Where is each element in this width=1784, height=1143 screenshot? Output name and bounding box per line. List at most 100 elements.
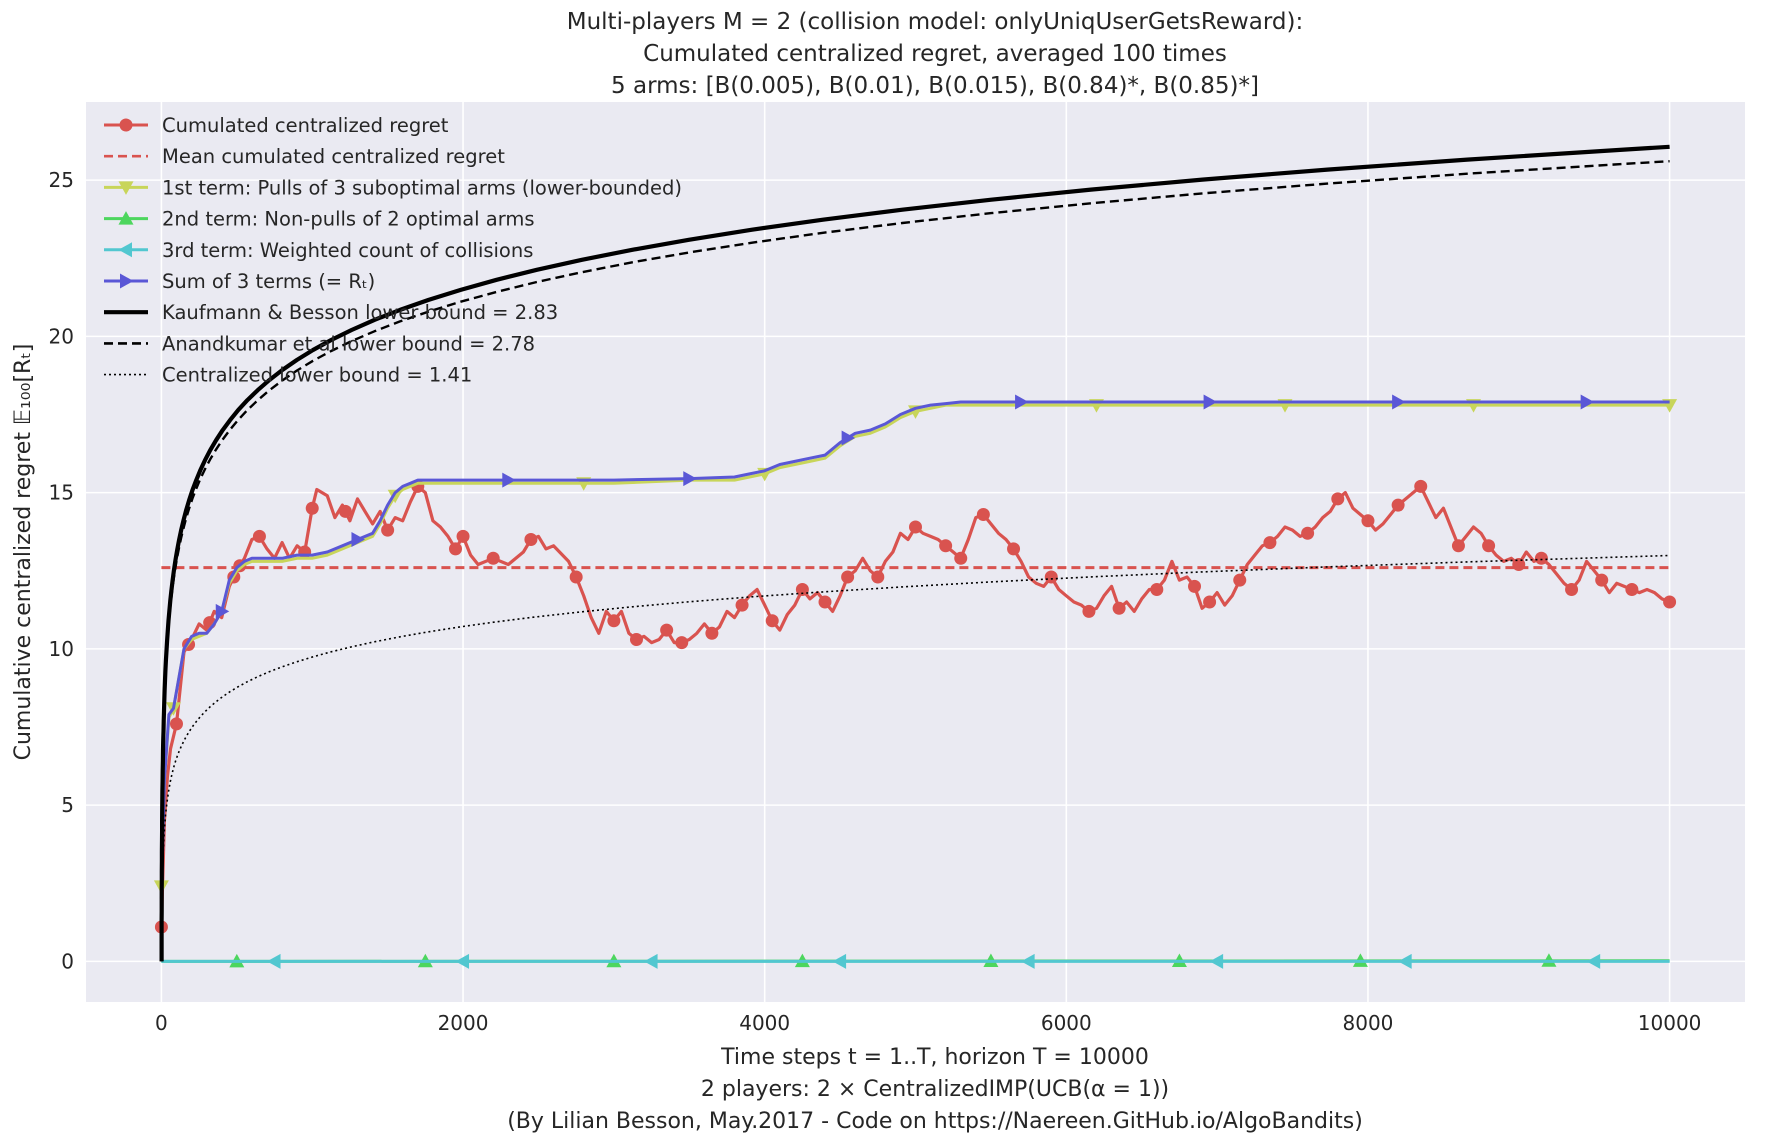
series-line [160, 554, 1670, 962]
marker-triangle-left [455, 953, 470, 969]
marker-circle [1007, 542, 1021, 556]
y-tick-label: 0 [61, 949, 74, 973]
marker-circle [1150, 583, 1164, 596]
series-6 [159, 144, 1670, 962]
series-line [160, 160, 1670, 962]
legend-entry: 1st term: Pulls of 3 suboptimal arms (lo… [104, 176, 682, 199]
x-tick-label: 10000 [1638, 1011, 1702, 1035]
marker-circle [449, 542, 463, 556]
x-axis-label-line: (By Lilian Besson, May.2017 - Code on ht… [507, 1109, 1363, 1134]
y-tick-label: 15 [49, 481, 74, 505]
marker-triangle-right [1203, 394, 1218, 410]
series-line [159, 144, 1670, 962]
marker-circle [1565, 583, 1579, 596]
marker-circle [1595, 573, 1609, 587]
y-tick-label: 25 [49, 168, 74, 192]
series-layer [153, 144, 1678, 969]
marker-triangle-right [1015, 394, 1029, 410]
marker-triangle-right [120, 273, 134, 289]
marker-circle [765, 614, 779, 628]
marker-circle [705, 626, 719, 640]
marker-triangle-right [215, 603, 230, 619]
marker-circle [976, 508, 990, 521]
marker-circle [1482, 539, 1496, 553]
legend-entry: Cumulated centralized regret [104, 114, 449, 137]
marker-circle [607, 614, 621, 628]
marker-circle [1188, 579, 1202, 593]
legend-label: Cumulated centralized regret [162, 114, 449, 137]
marker-circle [456, 529, 470, 543]
legend: Cumulated centralized regret Mean cumulat… [104, 114, 682, 387]
y-axis-label: Cumulative centralized regret 𝔼₁₀₀[Rₜ] [11, 344, 36, 761]
marker-circle [818, 595, 832, 609]
marker-circle [569, 570, 583, 584]
legend-entry: Anandkumar et al lower bound = 2.78 [104, 332, 535, 355]
legend-entry: 2nd term: Non-pulls of 2 optimal arms [104, 208, 535, 231]
marker-circle [1331, 492, 1345, 506]
marker-circle [841, 570, 855, 584]
chart-title-line: Cumulated centralized regret, averaged 1… [643, 41, 1227, 67]
series-5 [159, 394, 1670, 899]
marker-circle [660, 623, 674, 637]
marker-triangle-right [841, 430, 856, 446]
marker-triangle-left [1021, 953, 1035, 969]
marker-circle [169, 717, 183, 731]
legend-label: Centralized lower bound = 1.41 [162, 364, 472, 387]
marker-circle [1391, 498, 1405, 512]
series-7 [160, 160, 1670, 962]
marker-circle [735, 598, 749, 612]
x-tick-label: 8000 [1343, 1011, 1394, 1035]
x-tick-label: 0 [155, 1011, 168, 1035]
marker-circle [629, 633, 643, 646]
x-axis-label-line: Time steps t = 1..T, horizon T = 10000 [720, 1045, 1149, 1070]
legend-label: Anandkumar et al lower bound = 2.78 [162, 332, 535, 355]
marker-circle [524, 533, 538, 546]
y-tick-label: 10 [49, 637, 74, 661]
chart-title-line: 5 arms: [B(0.005), B(0.01), B(0.015), B(… [611, 73, 1259, 99]
marker-triangle-right [351, 532, 365, 547]
marker-triangle-left [1586, 953, 1601, 969]
marker-triangle-left [267, 953, 281, 969]
marker-circle [939, 539, 953, 553]
marker-circle [486, 551, 500, 565]
marker-circle [675, 636, 689, 650]
marker-circle [909, 520, 922, 534]
marker-circle [305, 501, 319, 515]
marker-triangle-left [832, 953, 847, 969]
marker-circle [252, 529, 266, 543]
series-8 [160, 554, 1670, 962]
plot-area [86, 102, 1745, 1002]
marker-circle [954, 551, 968, 565]
marker-triangle-right [502, 472, 516, 488]
marker-circle [1203, 595, 1217, 609]
marker-circle [1112, 601, 1126, 615]
legend-entry: Sum of 3 terms (= Rₜ) [104, 270, 375, 293]
legend-label: Sum of 3 terms (= Rₜ) [162, 270, 375, 293]
marker-circle [1414, 479, 1428, 493]
marker-triangle-left [1398, 953, 1412, 969]
y-tick-label: 5 [61, 793, 74, 817]
marker-triangle-up [118, 211, 134, 225]
x-tick-label: 4000 [739, 1011, 790, 1035]
marker-circle [119, 118, 133, 132]
marker-triangle-right [1580, 394, 1595, 410]
marker-circle [1663, 595, 1677, 609]
marker-circle [1625, 583, 1639, 596]
legend-entry: Kaufmann & Besson lower bound = 2.83 [104, 301, 558, 324]
legend-entry: Centralized lower bound = 1.41 [104, 364, 472, 387]
legend-label: 2nd term: Non-pulls of 2 optimal arms [162, 208, 535, 231]
legend-entry: 3rd term: Weighted count of collisions [104, 239, 533, 262]
marker-triangle-left [1209, 953, 1224, 969]
y-tick-label: 20 [49, 324, 74, 348]
marker-circle [795, 583, 809, 596]
legend-label: Kaufmann & Besson lower bound = 2.83 [162, 301, 558, 324]
marker-triangle-left [118, 242, 132, 258]
marker-circle [1361, 514, 1375, 528]
marker-circle [1534, 551, 1548, 565]
marker-triangle-left [644, 953, 658, 969]
marker-circle [1082, 604, 1096, 618]
marker-circle [1301, 526, 1315, 540]
legend-entry: Mean cumulated centralized regret [104, 145, 505, 168]
